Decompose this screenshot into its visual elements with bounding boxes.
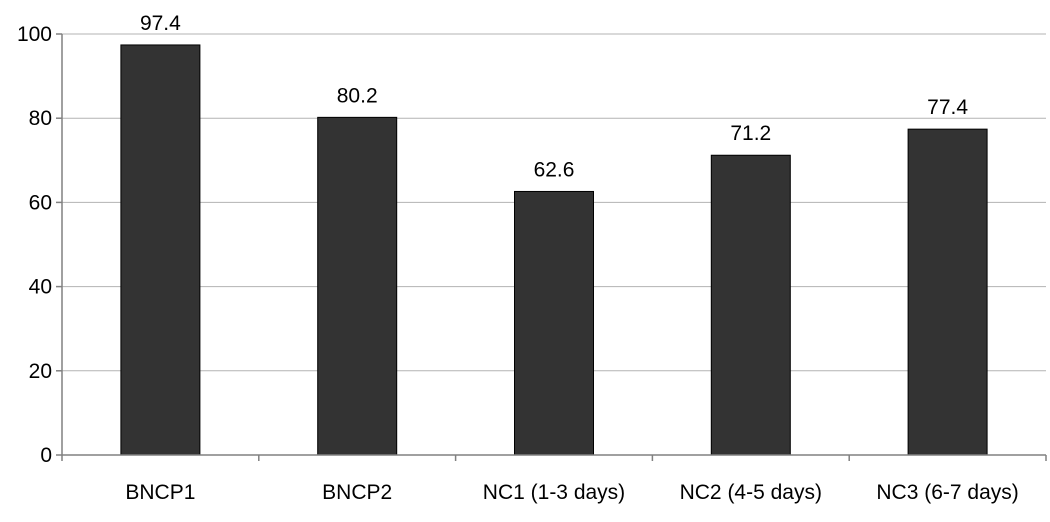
x-category-label: NC2 (4-5 days): [680, 481, 822, 504]
y-tick-label: 0: [40, 444, 52, 467]
x-category-label: BNCP2: [322, 481, 392, 504]
axes: [56, 33, 1047, 461]
x-category-label: NC1 (1-3 days): [483, 481, 625, 504]
y-tick-label: 80: [29, 107, 52, 130]
x-category-label: NC3 (6-7 days): [876, 481, 1018, 504]
y-tick-label: 60: [29, 191, 52, 214]
bar-0: [120, 44, 201, 456]
bars: [120, 44, 988, 456]
y-tick-label: 40: [29, 276, 52, 299]
bar-4: [907, 128, 988, 456]
data-label: 80.2: [337, 84, 378, 107]
y-tick-label: 20: [29, 360, 52, 383]
data-label: 77.4: [927, 96, 968, 119]
data-label: 71.2: [730, 122, 771, 145]
data-label: 97.4: [140, 12, 181, 35]
bar-1: [317, 116, 398, 456]
x-category-label: BNCP1: [125, 481, 195, 504]
bar-2: [514, 190, 594, 456]
data-label: 62.6: [534, 158, 575, 181]
bar-3: [710, 154, 791, 456]
labels: 0 20 40 60 80 100 97.4 BNCP1 80.2 BNCP2 62.6 NC1 (1…: [17, 12, 1019, 504]
y-tick-label: 100: [17, 23, 52, 46]
